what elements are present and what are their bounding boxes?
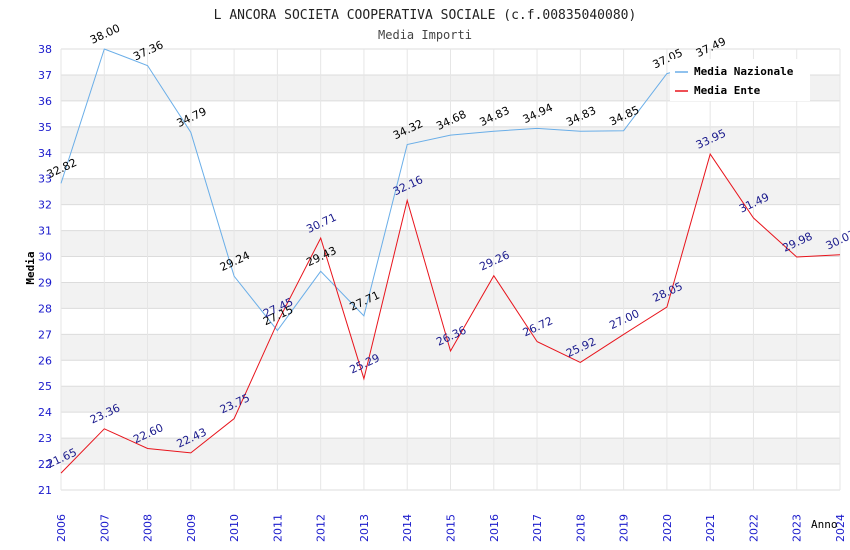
y-tick-label: 32 (38, 199, 52, 212)
y-tick-label: 24 (38, 406, 52, 419)
x-tick-label: 2022 (747, 514, 760, 542)
legend-box (670, 59, 810, 101)
legend: Media Nazionale Media Ente (670, 59, 810, 101)
y-tick-label: 21 (38, 484, 52, 497)
x-tick-label: 2010 (228, 514, 241, 542)
x-tick-label: 2015 (445, 514, 458, 542)
x-tick-label: 2008 (142, 514, 155, 542)
x-tick-label: 2012 (315, 514, 328, 542)
y-tick-label: 26 (38, 354, 52, 367)
x-tick-label: 2011 (271, 514, 284, 542)
x-tick-label: 2020 (661, 514, 674, 542)
chart-subtitle: Media Importi (378, 28, 472, 42)
x-tick-label: 2024 (834, 514, 847, 542)
x-tick-label: 2021 (704, 514, 717, 542)
series-lines (60, 48, 841, 474)
y-tick-label: 34 (38, 147, 52, 160)
x-tick-label: 2014 (401, 514, 414, 542)
grid-lines (60, 48, 841, 491)
x-tick-label: 2023 (791, 514, 804, 542)
x-axis-label: Anno (811, 518, 838, 531)
x-tick-label: 2019 (618, 514, 631, 542)
x-tick-label: 2018 (574, 514, 587, 542)
y-tick-label: 36 (38, 95, 52, 108)
series-line-media-ente (60, 152, 841, 474)
series-line-media-nazionale (60, 48, 711, 332)
y-tick-label: 25 (38, 380, 52, 393)
y-tick-label: 29 (38, 276, 52, 289)
legend-label-media-ente: Media Ente (694, 84, 761, 97)
y-axis-ticks: 21 22 23 24 25 26 27 28 29 30 31 32 33 34 35 36 37 38 (38, 43, 52, 497)
x-tick-label: 2016 (488, 514, 501, 542)
y-tick-label: 31 (38, 225, 52, 238)
chart-title: L ANCORA SOCIETA COOPERATIVA SOCIALE (c.… (214, 8, 637, 23)
x-tick-label: 2013 (358, 514, 371, 542)
y-tick-label: 22 (38, 458, 52, 471)
y-tick-label: 28 (38, 302, 52, 315)
y-tick-label: 38 (38, 43, 52, 56)
y-tick-label: 33 (38, 173, 52, 186)
y-tick-label: 23 (38, 432, 52, 445)
y-tick-label: 30 (38, 251, 52, 264)
y-tick-label: 35 (38, 121, 52, 134)
x-axis-ticks: 2006 2007 2008 2009 2010 2011 2012 2013 2014 2015… (55, 514, 847, 542)
x-tick-label: 2006 (55, 514, 68, 542)
y-tick-label: 37 (38, 69, 52, 82)
y-tick-label: 27 (38, 328, 52, 341)
legend-label-media-nazionale: Media Nazionale (694, 65, 794, 78)
x-tick-label: 2009 (185, 514, 198, 542)
x-tick-label: 2017 (531, 514, 544, 542)
y-axis-label: Media (24, 251, 37, 284)
x-tick-label: 2007 (98, 514, 111, 542)
